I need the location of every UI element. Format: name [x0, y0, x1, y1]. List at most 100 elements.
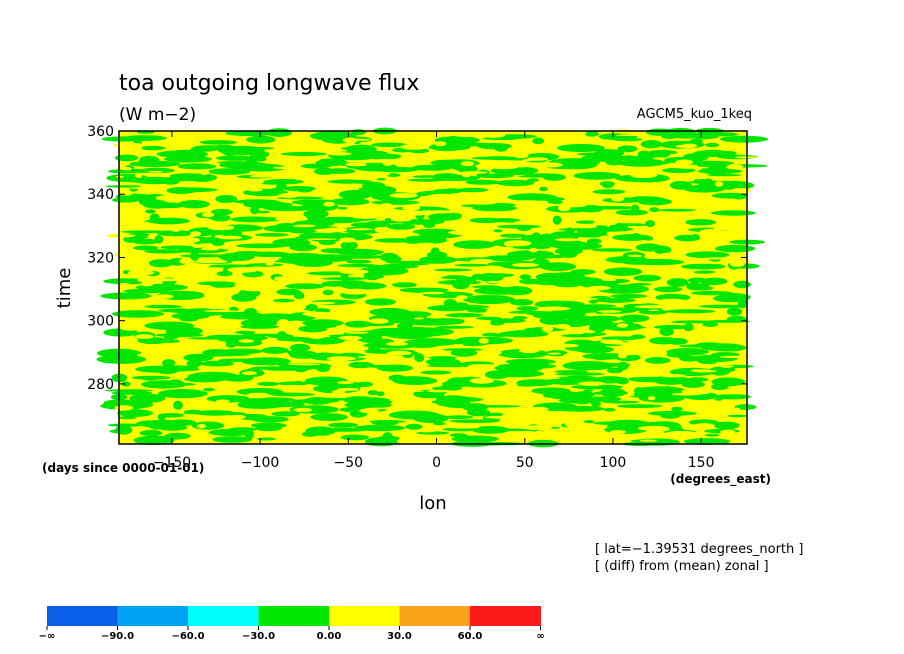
field-patch: [446, 135, 463, 144]
field-patch: [566, 240, 584, 246]
field-streak: [423, 265, 455, 269]
field-streak: [337, 387, 359, 391]
field-patch: [336, 248, 384, 256]
field-patch: [615, 209, 648, 216]
field-streak: [265, 262, 274, 266]
field-streak: [389, 274, 408, 277]
field-patch: [666, 278, 689, 287]
field-patch: [288, 350, 318, 359]
field-streak: [409, 210, 427, 216]
field-streak: [416, 242, 435, 245]
field-patch: [590, 205, 635, 210]
field-patch: [531, 387, 571, 395]
field-streak: [214, 234, 225, 238]
field-patch: [367, 390, 379, 396]
field-patch: [527, 178, 540, 182]
field-patch: [120, 230, 173, 234]
field-streak: [675, 166, 709, 169]
field-patch: [310, 413, 348, 421]
field-patch: [142, 200, 171, 209]
field-patch: [509, 299, 534, 306]
field-patch: [371, 200, 420, 205]
field-patch: [710, 210, 757, 216]
field-patch: [411, 164, 453, 171]
field-patch: [664, 309, 716, 314]
field-streak: [413, 317, 425, 320]
field-patch: [356, 381, 373, 387]
field-streak: [275, 217, 290, 221]
field-streak: [106, 233, 136, 238]
field-streak: [419, 403, 432, 409]
field-streak: [664, 431, 699, 436]
field-streak: [616, 323, 629, 328]
field-patch: [100, 292, 152, 300]
field-patch: [450, 302, 469, 307]
field-patch: [621, 155, 637, 161]
field-patch: [700, 165, 729, 175]
field-streak: [309, 156, 320, 162]
field-streak: [428, 193, 458, 199]
field-streak: [134, 334, 154, 339]
field-patch: [666, 351, 684, 358]
field-streak: [405, 405, 414, 409]
y-tick-label: 360: [87, 124, 114, 140]
field-streak: [283, 341, 292, 346]
field-patch: [305, 304, 318, 312]
field-streak: [423, 210, 458, 214]
x-axis-label: lon: [419, 493, 446, 514]
field-patch: [657, 208, 696, 212]
field-streak: [675, 159, 693, 165]
field-patch: [388, 410, 440, 420]
field-streak: [382, 160, 393, 166]
field-patch: [391, 327, 440, 334]
field-streak: [417, 429, 436, 433]
field-patch: [585, 131, 599, 137]
field-streak: [137, 277, 153, 283]
field-streak: [349, 228, 373, 231]
colorbar-label: 60.0: [458, 631, 483, 642]
field-streak: [369, 318, 389, 324]
field-patch: [240, 324, 280, 329]
field-streak: [384, 181, 416, 186]
field-patch: [704, 433, 720, 437]
field-patch: [140, 145, 166, 151]
field-patch: [512, 245, 551, 250]
field-patch: [653, 324, 691, 330]
field-patch: [644, 357, 671, 364]
field-patch: [228, 427, 257, 432]
field-streak: [386, 350, 412, 356]
field-streak: [701, 203, 734, 210]
field-streak: [528, 248, 539, 253]
field-patch: [683, 438, 731, 445]
field-patch: [376, 364, 413, 372]
field-patch: [433, 268, 472, 272]
field-streak: [339, 269, 369, 275]
colorbar-label: −∞: [39, 631, 56, 642]
field-patch: [558, 228, 602, 231]
field-patch: [690, 285, 714, 291]
field-patch: [365, 150, 389, 160]
field-patch: [445, 313, 484, 318]
field-patch: [223, 335, 234, 343]
annotation-lat: [ lat=−1.39531 degrees_north ]: [595, 542, 803, 557]
field-patch: [539, 233, 553, 242]
field-patch: [391, 376, 432, 382]
field-streak: [288, 170, 313, 174]
field-patch: [630, 334, 646, 340]
field-streak: [642, 419, 662, 422]
field-patch: [516, 306, 539, 311]
field-patch: [577, 370, 587, 376]
field-patch: [177, 163, 217, 170]
field-patch: [234, 330, 256, 335]
field-patch: [659, 411, 681, 419]
field-patch: [186, 332, 196, 337]
field-streak: [460, 171, 488, 174]
field-streak: [249, 174, 276, 178]
x-tick-label: 50: [516, 455, 534, 471]
field-patch: [369, 307, 410, 317]
field-patch: [713, 394, 752, 400]
field-patch: [289, 243, 318, 252]
field-streak: [328, 152, 352, 156]
field-patch: [207, 264, 256, 268]
field-streak: [196, 424, 207, 429]
